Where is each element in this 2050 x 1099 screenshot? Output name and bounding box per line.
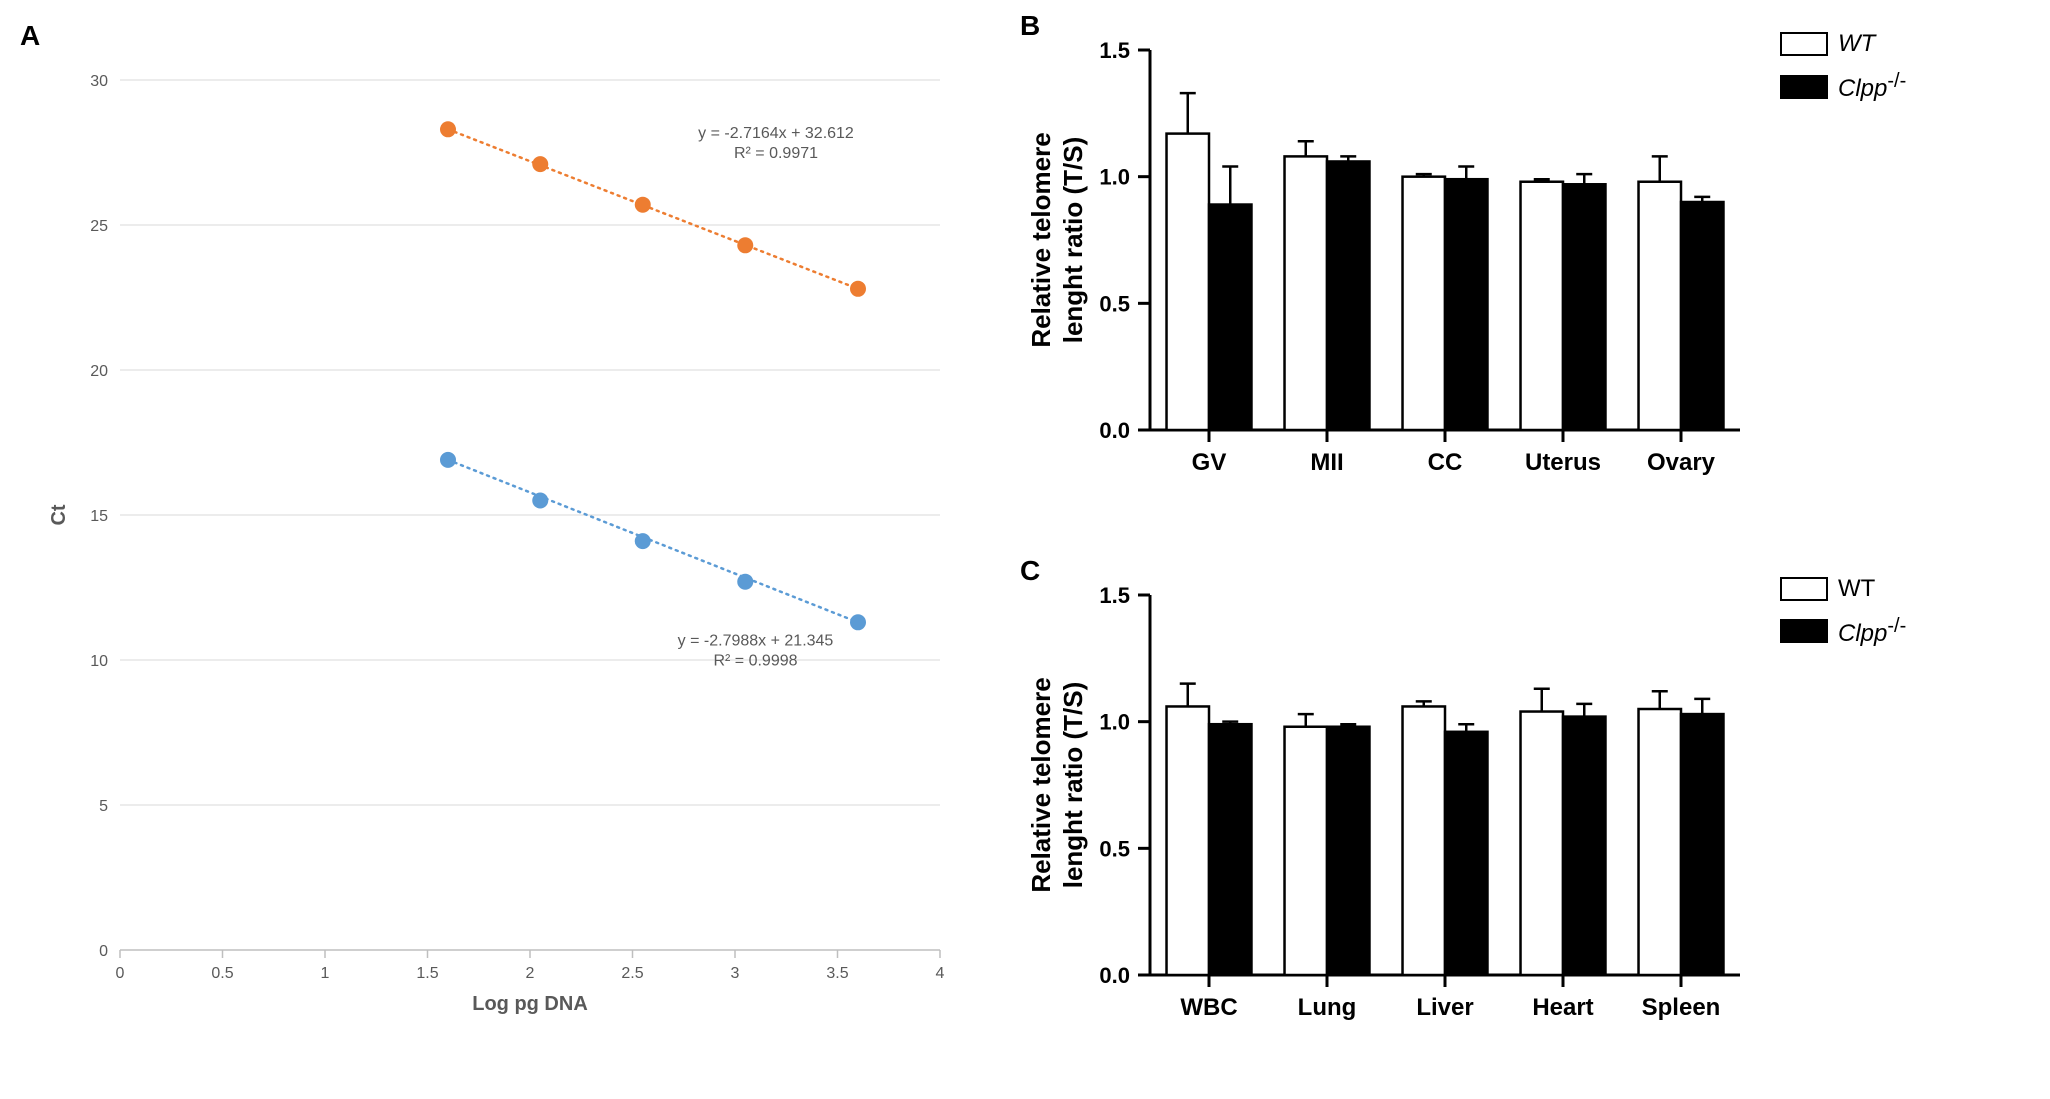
figure-container: A 0 5 10 15 20 25 30 0 0.5 1 1.5 2 2.5 3 3.5 4 Log pg DN… bbox=[20, 20, 2030, 1079]
svg-text:0: 0 bbox=[99, 943, 108, 960]
svg-text:Uterus: Uterus bbox=[1525, 449, 1601, 476]
svg-text:y = -2.7164x + 32.612: y = -2.7164x + 32.612 bbox=[698, 125, 854, 142]
legend-item: WT bbox=[1780, 30, 2030, 58]
scatter-chart: 0 5 10 15 20 25 30 0 0.5 1 1.5 2 2.5 3 3.5 4 Log pg DNA C… bbox=[20, 20, 980, 1070]
legend-c: WT Clpp-/- bbox=[1760, 565, 2030, 1080]
svg-text:3: 3 bbox=[731, 965, 740, 982]
svg-text:10: 10 bbox=[90, 653, 108, 670]
legend-item: Clpp-/- bbox=[1780, 615, 2030, 648]
svg-text:GV: GV bbox=[1192, 449, 1227, 476]
bar-chart-b: 0.0 0.5 1.0 1.5 Relative telomerelenght rati… bbox=[1020, 20, 1760, 520]
legend-label: WT bbox=[1838, 575, 1875, 603]
svg-text:R² = 0.9971: R² = 0.9971 bbox=[734, 145, 818, 162]
svg-text:Relative telomere: Relative telomere bbox=[1026, 132, 1056, 347]
svg-text:Lung: Lung bbox=[1298, 994, 1357, 1021]
svg-text:20: 20 bbox=[90, 363, 108, 380]
svg-text:Log pg DNA: Log pg DNA bbox=[472, 993, 588, 1015]
legend-label: Clpp-/- bbox=[1838, 70, 1906, 103]
svg-text:0.0: 0.0 bbox=[1099, 418, 1130, 443]
svg-text:0.5: 0.5 bbox=[211, 965, 233, 982]
svg-text:1.0: 1.0 bbox=[1099, 709, 1130, 734]
right-column: B 0.00.51.01.5Relative telomerelenght ra… bbox=[1020, 20, 2030, 1079]
svg-text:Ct: Ct bbox=[48, 504, 70, 525]
svg-text:Liver: Liver bbox=[1416, 994, 1473, 1021]
svg-text:1.5: 1.5 bbox=[1099, 38, 1130, 63]
svg-text:Spleen: Spleen bbox=[1642, 994, 1721, 1021]
svg-text:0.0: 0.0 bbox=[1099, 963, 1130, 988]
svg-text:1.5: 1.5 bbox=[1099, 583, 1130, 608]
svg-text:y = -2.7988x + 21.345: y = -2.7988x + 21.345 bbox=[678, 633, 834, 650]
panel-c: C 0.00.51.01.5Relative telomerelenght ra… bbox=[1020, 565, 2030, 1080]
svg-text:MII: MII bbox=[1310, 449, 1343, 476]
svg-text:lenght ratio (T/S): lenght ratio (T/S) bbox=[1058, 681, 1088, 888]
legend-swatch bbox=[1780, 619, 1828, 643]
svg-text:2.5: 2.5 bbox=[621, 965, 643, 982]
svg-text:CC: CC bbox=[1428, 449, 1463, 476]
legend-swatch bbox=[1780, 32, 1828, 56]
panel-a-label: A bbox=[20, 20, 40, 52]
legend-label: Clpp-/- bbox=[1838, 615, 1906, 648]
svg-text:2: 2 bbox=[526, 965, 535, 982]
svg-text:Ovary: Ovary bbox=[1647, 449, 1716, 476]
svg-text:lenght ratio (T/S): lenght ratio (T/S) bbox=[1058, 137, 1088, 344]
svg-text:5: 5 bbox=[99, 798, 108, 815]
svg-text:0: 0 bbox=[116, 965, 125, 982]
svg-text:Heart: Heart bbox=[1532, 994, 1593, 1021]
svg-text:15: 15 bbox=[90, 508, 108, 525]
bar-chart-c: 0.0 0.5 1.0 1.5 Relative telomerelenght rati… bbox=[1020, 565, 1760, 1065]
panel-a: A 0 5 10 15 20 25 30 0 0.5 1 1.5 2 2.5 3 3.5 4 Log pg DN… bbox=[20, 20, 980, 1079]
svg-text:25: 25 bbox=[90, 218, 108, 235]
svg-text:R² = 0.9998: R² = 0.9998 bbox=[713, 653, 797, 670]
svg-text:WBC: WBC bbox=[1180, 994, 1237, 1021]
legend-item: WT bbox=[1780, 575, 2030, 603]
panel-b: B 0.00.51.01.5Relative telomerelenght ra… bbox=[1020, 20, 2030, 535]
svg-text:Relative telomere: Relative telomere bbox=[1026, 677, 1056, 892]
svg-text:0.5: 0.5 bbox=[1099, 291, 1130, 316]
legend-label: WT bbox=[1838, 30, 1875, 58]
legend-swatch bbox=[1780, 577, 1828, 601]
legend-b: WT Clpp-/- bbox=[1760, 20, 2030, 535]
svg-text:3.5: 3.5 bbox=[826, 965, 848, 982]
svg-text:0.5: 0.5 bbox=[1099, 836, 1130, 861]
legend-swatch bbox=[1780, 75, 1828, 99]
legend-item: Clpp-/- bbox=[1780, 70, 2030, 103]
svg-text:30: 30 bbox=[90, 73, 108, 90]
svg-text:1.0: 1.0 bbox=[1099, 165, 1130, 190]
svg-text:4: 4 bbox=[936, 965, 945, 982]
svg-text:1: 1 bbox=[321, 965, 330, 982]
svg-text:1.5: 1.5 bbox=[416, 965, 438, 982]
